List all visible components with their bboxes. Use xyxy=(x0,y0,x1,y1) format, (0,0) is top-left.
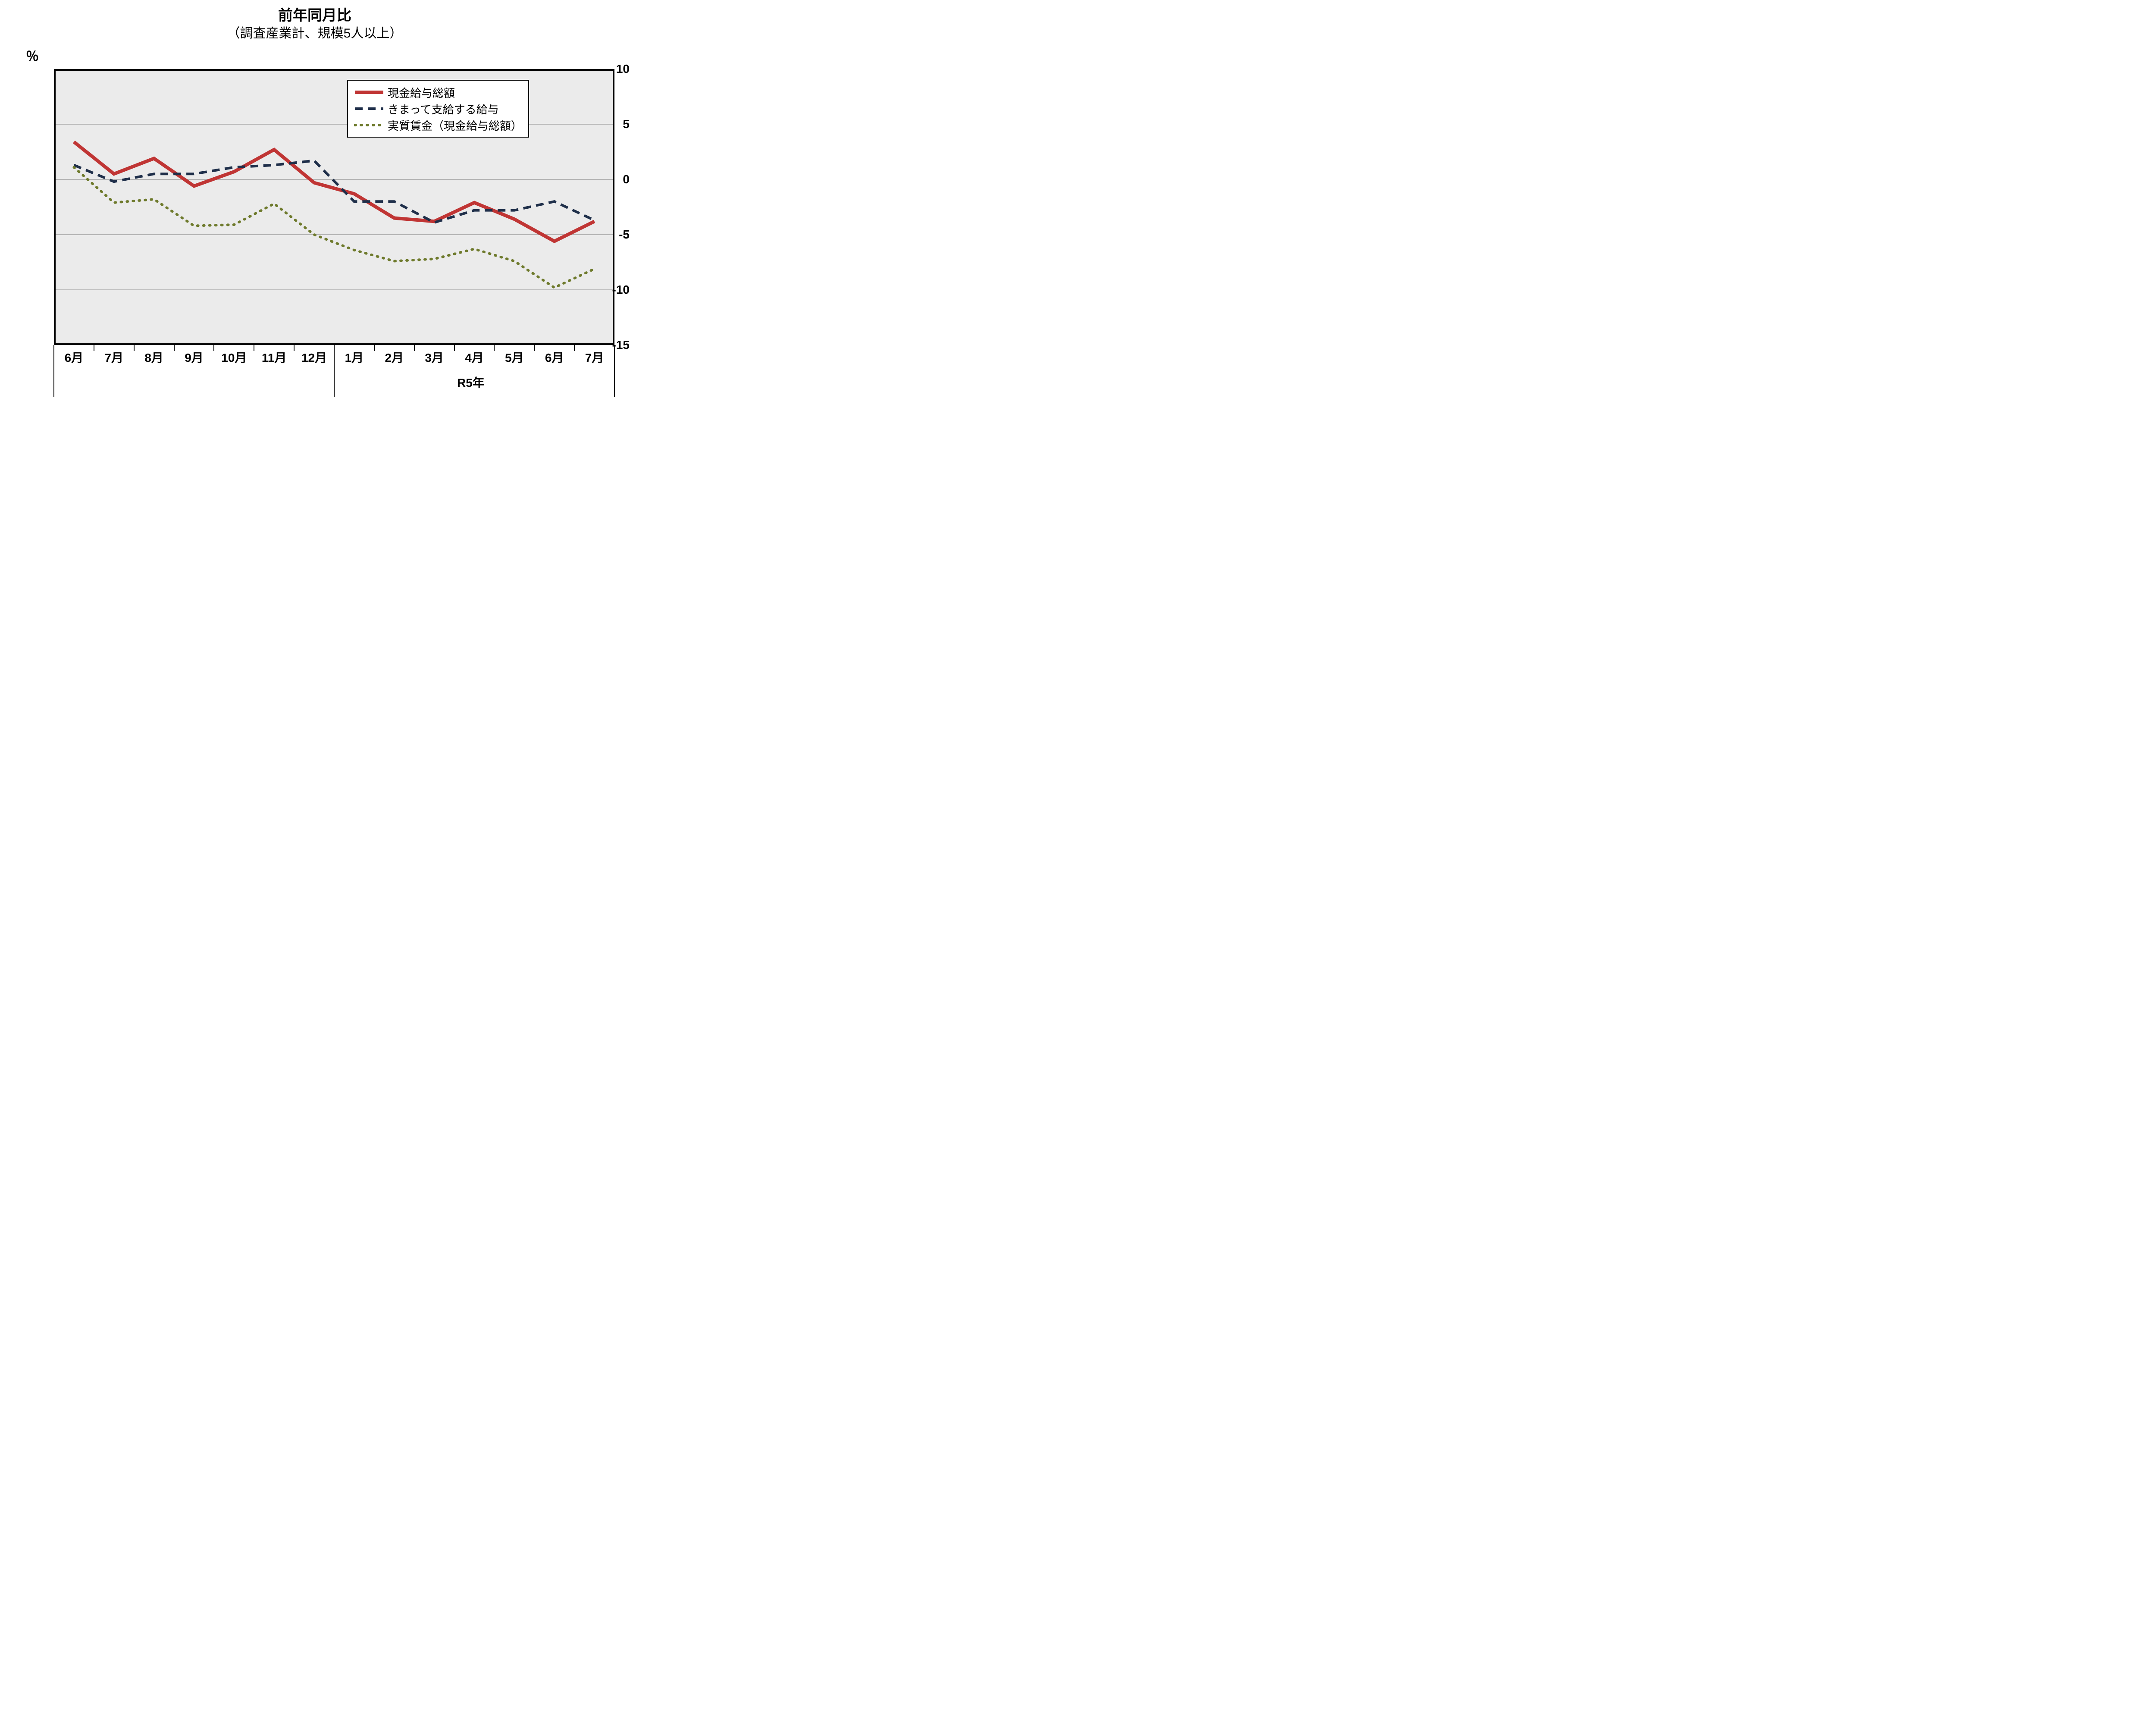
y-tick-label: 0 xyxy=(582,173,630,186)
legend-item: 実質賃金（現金給与総額） xyxy=(354,117,522,133)
x-tick-label: 8月 xyxy=(144,348,163,366)
x-tick-label: 7月 xyxy=(585,348,604,366)
x-tick-label: 11月 xyxy=(262,348,287,366)
y-tick-label: 5 xyxy=(582,117,630,131)
x-tick-mark xyxy=(494,345,495,351)
x-tick-label: 2月 xyxy=(385,348,404,366)
legend-swatch xyxy=(354,119,384,131)
legend: 現金給与総額きまって支給する給与実質賃金（現金給与総額） xyxy=(347,80,529,138)
y-tick-label: -5 xyxy=(582,228,630,242)
legend-label: きまって支給する給与 xyxy=(388,101,499,117)
chart-subtitle: （調査産業計、規模5人以上） xyxy=(0,22,630,41)
y-tick-label: -10 xyxy=(582,283,630,297)
plot-area xyxy=(54,69,614,345)
legend-item: 現金給与総額 xyxy=(354,84,522,100)
x-tick-label: 6月 xyxy=(545,348,564,366)
x-tick-mark xyxy=(334,345,335,397)
x-tick-mark xyxy=(53,345,54,397)
x-tick-mark xyxy=(134,345,135,351)
x-tick-mark xyxy=(414,345,415,351)
legend-item: きまって支給する給与 xyxy=(354,100,522,117)
x-tick-mark xyxy=(174,345,175,351)
chart-container: 前年同月比 （調査産業計、規模5人以上） ％ 1050-5-10-15 6月7月… xyxy=(0,0,630,423)
legend-swatch xyxy=(354,86,384,98)
x-tick-label: 1月 xyxy=(345,348,364,366)
x-tick-label: 10月 xyxy=(221,348,247,366)
chart-title: 前年同月比 xyxy=(0,3,630,25)
x-tick-mark xyxy=(574,345,575,351)
y-tick-label: 10 xyxy=(582,62,630,76)
x-tick-label: 4月 xyxy=(465,348,484,366)
x-tick-label: 5月 xyxy=(505,348,524,366)
x-tick-mark xyxy=(454,345,455,351)
x-tick-label: 12月 xyxy=(301,348,327,366)
legend-label: 現金給与総額 xyxy=(388,85,455,100)
legend-swatch xyxy=(354,103,384,115)
x-tick-mark xyxy=(294,345,295,351)
x-tick-label: 9月 xyxy=(185,348,204,366)
x-tick-label: 6月 xyxy=(65,348,84,366)
x-tick-mark xyxy=(374,345,375,351)
x-tick-label: 3月 xyxy=(425,348,444,366)
y-axis-unit: ％ xyxy=(26,46,39,65)
x-tick-mark xyxy=(213,345,214,351)
legend-label: 実質賃金（現金給与総額） xyxy=(388,117,522,133)
x-tick-mark xyxy=(614,345,615,397)
x-tick-mark xyxy=(534,345,535,351)
era-label: R5年 xyxy=(457,374,485,391)
x-tick-label: 7月 xyxy=(104,348,123,366)
